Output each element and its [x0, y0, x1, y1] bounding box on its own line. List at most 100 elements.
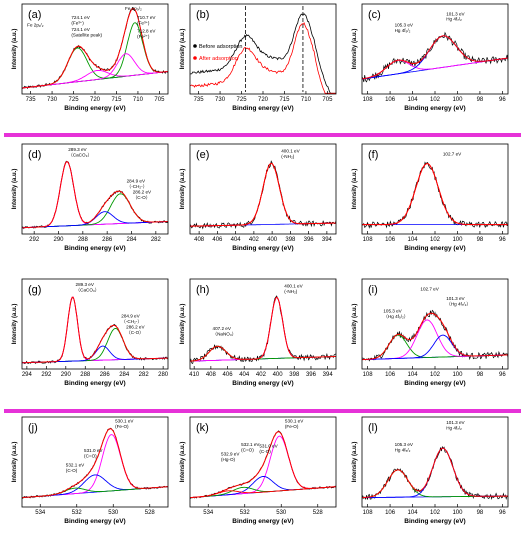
panel-a-plot-area	[22, 6, 168, 90]
panel-l-tick-label-6: 96	[499, 510, 506, 516]
panel-j-plot-area	[22, 427, 168, 499]
panel-d-xlabel: Binding energy (eV)	[64, 245, 125, 252]
panel-e-annotation-0: 400.1 eV	[281, 149, 300, 154]
panel-f-tick-label-1: 106	[385, 237, 396, 243]
panel-g-annotation-4: 286.2 eV	[126, 324, 145, 329]
panel-d-frame	[21, 143, 169, 235]
panel-b-legend-label-0: Before adsorption	[199, 44, 242, 50]
panel-j-ylabel: Intensity (a.u.)	[12, 442, 18, 483]
panel-k-annotation-1: (Fe-O)	[285, 424, 299, 429]
panel-i-annotation-2: （Hg 4f₇/₂）	[446, 302, 471, 307]
panel-j-annotation-3: (C=O)	[84, 454, 97, 459]
panel-k-xlabel: Binding energy (eV)	[232, 518, 293, 525]
panel-j-annotation-2: 531.0 eV	[84, 448, 103, 453]
panel-a-xlabel: Binding energy (eV)	[64, 105, 125, 112]
panel-g-ylabel: Intensity (a.u.)	[12, 304, 18, 345]
panel-i: 108 106 104 102 100 98 96 Binding energy (eV) In…	[352, 278, 509, 387]
panel-h-annotation-1: (-NH₂)	[284, 289, 297, 294]
panel-a-annotation-5: Fe 2p₃/₂	[125, 6, 142, 11]
panel-d-tick-label-1: 290	[53, 237, 64, 243]
panel-k-annotation-4: 532.1 eV	[241, 442, 260, 447]
panel-j-frame	[21, 416, 169, 508]
panel-a-tick-label-3: 720	[90, 97, 101, 103]
panel-a-annotation-4: (Satellite peak)	[71, 32, 102, 37]
panel-h-tick-label-6: 398	[289, 372, 300, 378]
panel-b-legend-label-1: After adsorption	[199, 56, 238, 62]
panel-l-component-1	[362, 447, 508, 499]
panel-g-xlabel: Binding energy (eV)	[64, 380, 125, 387]
panel-l-tick-label-3: 102	[430, 510, 441, 516]
panel-i-annotation-4: （Hg 4f₅/₂）	[383, 314, 408, 319]
panel-k-ylabel: Intensity (a.u.)	[180, 442, 186, 483]
panel-b-plot-area	[190, 6, 336, 94]
panel-d-annotation-4: 286.2 eV	[133, 189, 152, 194]
panel-c-raw-data	[362, 31, 508, 83]
panel-b-xlabel: Binding energy (eV)	[232, 105, 293, 112]
panel-l-component-0	[362, 469, 508, 499]
panel-f-tick-label-6: 96	[499, 237, 506, 243]
panel-j-label: (j)	[28, 422, 38, 434]
panel-h-plot-area	[190, 295, 336, 365]
panel-j-annotation-5: (C-O)	[66, 468, 78, 473]
panel-h-tick-label-0: 410	[189, 372, 200, 378]
panel-d-annotation-0: 289.3 eV	[68, 147, 87, 152]
panel-l-raw-data	[362, 445, 508, 501]
panel-a-tick-label-6: 705	[154, 97, 165, 103]
panel-f-annotation-0: 102.7 eV	[443, 152, 462, 157]
panel-e-tick-label-7: 394	[322, 237, 333, 243]
panel-c-envelope	[362, 35, 508, 80]
panel-l-label: (l)	[368, 422, 378, 434]
panel-e-label: (e)	[196, 149, 209, 161]
panel-e: 408 406 404 402 400 398 396 394 Binding energy (…	[180, 143, 337, 252]
panel-c-tick-label-2: 104	[408, 97, 419, 103]
panel-a-annotation-1: 724.1 eV	[71, 15, 90, 20]
panel-a-annotation-7: (Fe³⁺)	[137, 20, 150, 25]
panel-f-frame	[361, 143, 509, 235]
panel-g-tick-label-4: 286	[100, 372, 111, 378]
panel-k-annotation-5: (C=O)	[241, 447, 254, 452]
panel-c-tick-label-3: 102	[430, 97, 441, 103]
panel-a-tick-label-5: 710	[133, 97, 144, 103]
panel-g-envelope	[22, 296, 168, 364]
panel-h-tick-label-2: 406	[223, 372, 234, 378]
panel-b-tick-label-3: 720	[258, 97, 269, 103]
panel-a-annotation-8: 712.8 eV	[137, 29, 156, 34]
panel-i-plot-area	[362, 309, 508, 362]
panel-k-annotation-3: (C-O)	[259, 449, 271, 454]
panel-b-tick-label-1: 730	[215, 97, 226, 103]
panel-e-tick-label-6: 396	[304, 237, 315, 243]
panel-g-tick-label-6: 282	[139, 372, 150, 378]
panel-i-envelope	[362, 312, 508, 361]
panel-k-plot-area	[190, 430, 336, 499]
panel-g-tick-label-2: 290	[61, 372, 72, 378]
panel-b-tick-label-5: 710	[301, 97, 312, 103]
panel-h-xlabel: Binding energy (eV)	[232, 380, 293, 387]
panel-g-label: (g)	[28, 284, 41, 296]
panel-l-tick-label-0: 108	[363, 510, 374, 516]
panel-c-frame	[361, 3, 509, 95]
panel-b: Before adsorption After adsorption 735 730 7…	[180, 3, 337, 112]
panel-g-annotation-2: 284.9 eV	[121, 313, 140, 318]
panel-b-legend-marker-0	[193, 44, 197, 48]
panel-c-tick-label-1: 106	[385, 97, 396, 103]
panel-d-tick-label-4: 284	[126, 237, 137, 243]
panel-j-component-1	[22, 474, 168, 499]
panel-d-tick-label-5: 282	[151, 237, 162, 243]
panel-b-ylabel: Intensity (a.u.)	[180, 29, 186, 70]
panel-a-envelope	[22, 7, 168, 89]
panel-k-annotation-6: 532.9 eV	[221, 451, 240, 456]
panel-a-tick-label-0: 735	[26, 97, 37, 103]
panel-j-annotation-0: 530.1 eV	[115, 418, 134, 423]
panel-d: 292 290 288 286 284 282 Binding energy (eV) Int…	[12, 143, 169, 252]
panel-b-tick-label-6: 705	[322, 97, 333, 103]
panel-f: 108 106 104 102 100 98 96 Binding energy (eV) In…	[352, 143, 509, 252]
panel-d-component-2	[22, 211, 168, 229]
panel-f-label: (f)	[368, 149, 378, 161]
panel-i-annotation-3: 105.3 eV	[383, 309, 402, 314]
panel-a-tick-label-2: 725	[69, 97, 80, 103]
panel-e-envelope	[190, 162, 336, 227]
panel-d-tick-label-2: 288	[78, 237, 89, 243]
panel-k-frame	[189, 416, 337, 508]
panel-b-label: (b)	[196, 9, 209, 21]
